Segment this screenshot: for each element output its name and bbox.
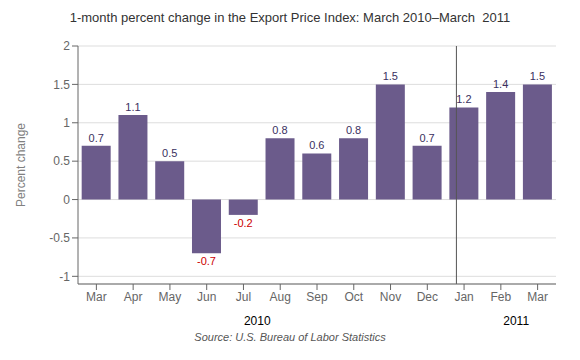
svg-text:2: 2 [63,39,70,53]
svg-text:2011: 2011 [503,314,529,328]
svg-text:1: 1 [63,116,70,130]
svg-text:1.5: 1.5 [530,70,545,82]
svg-text:0.8: 0.8 [346,124,361,136]
svg-text:Feb: Feb [491,290,512,304]
svg-text:1.1: 1.1 [125,101,140,113]
svg-text:Jun: Jun [197,290,216,304]
svg-text:0.8: 0.8 [272,124,287,136]
svg-text:1.4: 1.4 [493,78,508,90]
svg-text:-0.5: -0.5 [49,231,70,245]
svg-text:2010: 2010 [244,314,271,328]
svg-text:0.5: 0.5 [53,154,70,168]
svg-text:0.7: 0.7 [419,132,434,144]
svg-text:Percent change: Percent change [14,123,28,207]
svg-text:Nov: Nov [380,290,401,304]
svg-text:Mar: Mar [527,290,548,304]
svg-text:Dec: Dec [417,290,438,304]
svg-text:Sep: Sep [306,290,328,304]
svg-text:1.2: 1.2 [456,93,471,105]
svg-text:1.5: 1.5 [383,70,398,82]
svg-text:0: 0 [63,193,70,207]
svg-text:0.6: 0.6 [309,139,324,151]
svg-text:Aug: Aug [270,290,291,304]
svg-text:-0.7: -0.7 [197,255,216,267]
svg-text:Mar: Mar [86,290,107,304]
svg-text:-1: -1 [59,270,70,284]
html-text:Source: U.S. Bureau of Labor S: Source: U.S. Bureau of Labor Statistics [194,331,386,343]
svg-text:0.5: 0.5 [162,147,177,159]
svg-text:May: May [159,290,182,304]
svg-text:-0.2: -0.2 [234,217,253,229]
svg-text:1.5: 1.5 [53,78,70,92]
svg-text:Jan: Jan [454,290,473,304]
html-text:1-month percent change in the: 1-month percent change in the Export Pri… [69,10,511,25]
svg-text:Apr: Apr [124,290,143,304]
svg-text:0.7: 0.7 [89,132,104,144]
svg-text:Oct: Oct [344,290,363,304]
svg-text:Jul: Jul [236,290,251,304]
